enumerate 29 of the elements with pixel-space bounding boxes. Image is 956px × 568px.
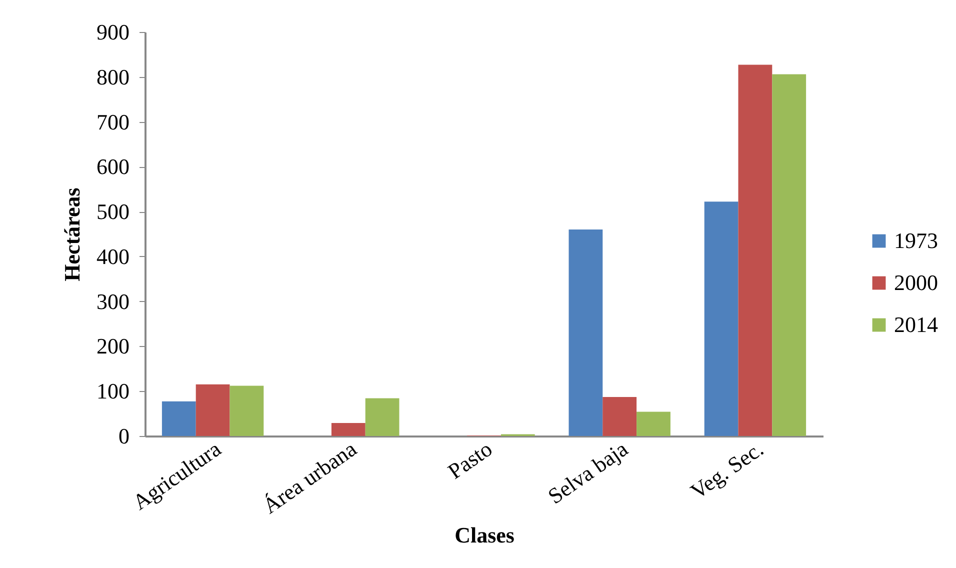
bar: [772, 74, 806, 436]
bar: [704, 202, 738, 436]
bar: [602, 396, 637, 436]
bar: [738, 64, 772, 436]
bar: [162, 401, 196, 436]
x-axis-title: Clases: [454, 522, 515, 548]
legend-label: 2000: [894, 270, 938, 295]
x-tick-label: Veg. Sec.: [686, 436, 768, 504]
legend-label: 1973: [894, 228, 938, 253]
bar: [568, 230, 603, 436]
legend-label: 2014: [894, 312, 938, 337]
y-tick-label: 0: [118, 424, 130, 448]
bar: [196, 384, 230, 436]
y-tick-label: 200: [96, 334, 130, 359]
y-axis-title: Hectáreas: [60, 187, 84, 282]
y-tick-label: 500: [96, 199, 130, 224]
y-tick-label: 100: [96, 378, 130, 404]
bar: [230, 386, 264, 436]
y-tick-label: 900: [96, 20, 130, 44]
bar: [365, 398, 400, 436]
y-tick-label: 300: [96, 288, 130, 314]
y-tick-label: 400: [96, 244, 130, 269]
y-tick-label: 600: [96, 154, 130, 180]
y-tick-label: 700: [96, 109, 130, 134]
bar: [331, 422, 366, 436]
x-tick-label: Selva baja: [543, 436, 632, 509]
x-tick-label: Pasto: [443, 436, 497, 484]
y-tick-label: 800: [96, 64, 130, 90]
bar: [636, 412, 670, 436]
